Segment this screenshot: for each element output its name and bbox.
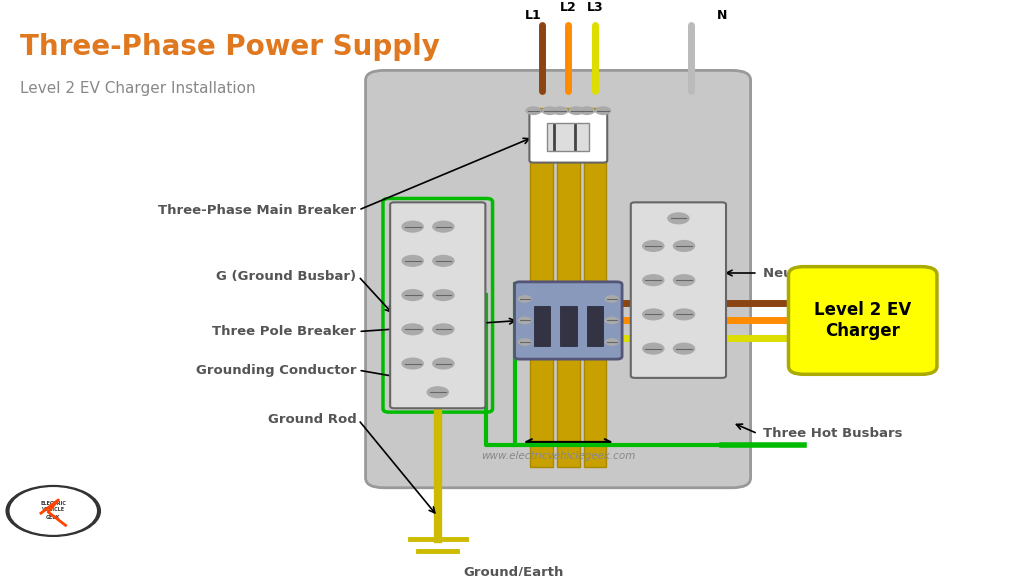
Circle shape	[642, 308, 665, 320]
FancyBboxPatch shape	[515, 282, 623, 359]
Circle shape	[401, 323, 424, 335]
Text: Three-Phase Power Supply: Three-Phase Power Supply	[20, 33, 440, 61]
Circle shape	[10, 488, 96, 534]
Text: Three-Phase Main Breaker: Three-Phase Main Breaker	[159, 203, 356, 217]
Bar	[560, 306, 577, 346]
Circle shape	[673, 308, 695, 320]
Circle shape	[604, 338, 618, 346]
Text: Three Hot Busbars: Three Hot Busbars	[763, 427, 902, 440]
Text: N: N	[717, 9, 727, 22]
Text: Three Pole Breaker: Three Pole Breaker	[212, 325, 356, 338]
Circle shape	[518, 338, 532, 346]
Text: L2: L2	[560, 1, 577, 14]
Bar	[587, 306, 603, 346]
Circle shape	[518, 295, 532, 303]
Circle shape	[432, 255, 455, 267]
FancyBboxPatch shape	[390, 202, 485, 408]
Circle shape	[595, 107, 611, 115]
Circle shape	[579, 107, 595, 115]
Text: ELECTRIC: ELECTRIC	[40, 501, 67, 506]
Text: G (Ground Busbar): G (Ground Busbar)	[216, 270, 356, 283]
Text: Ground Rod: Ground Rod	[267, 414, 356, 426]
Circle shape	[604, 295, 618, 303]
Text: Ground/Earth: Ground/Earth	[463, 565, 564, 576]
FancyBboxPatch shape	[529, 111, 607, 162]
Text: www.electricvehiclegeek.com: www.electricvehiclegeek.com	[481, 451, 635, 461]
Bar	[584, 108, 606, 467]
Circle shape	[642, 274, 665, 286]
Circle shape	[525, 107, 542, 115]
FancyBboxPatch shape	[631, 202, 726, 378]
Text: VEHICLE: VEHICLE	[42, 507, 65, 512]
Text: GEEK: GEEK	[46, 515, 60, 520]
Circle shape	[6, 486, 100, 536]
Circle shape	[432, 358, 455, 370]
Circle shape	[426, 386, 449, 399]
Text: Level 2 EV Charger Installation: Level 2 EV Charger Installation	[20, 81, 256, 96]
Circle shape	[401, 358, 424, 370]
Bar	[557, 108, 580, 467]
Bar	[534, 306, 550, 346]
Text: L3: L3	[587, 1, 603, 14]
Text: Neutral Busbar: Neutral Busbar	[763, 267, 877, 279]
Circle shape	[604, 317, 618, 324]
FancyBboxPatch shape	[788, 267, 937, 374]
Circle shape	[542, 107, 558, 115]
Circle shape	[568, 107, 585, 115]
Bar	[548, 123, 589, 151]
Circle shape	[668, 213, 690, 225]
Text: Grounding Conductor: Grounding Conductor	[196, 363, 356, 377]
Circle shape	[673, 240, 695, 252]
Text: L1: L1	[525, 9, 542, 22]
Circle shape	[401, 221, 424, 233]
Circle shape	[642, 343, 665, 355]
Circle shape	[401, 255, 424, 267]
Circle shape	[673, 343, 695, 355]
Circle shape	[673, 274, 695, 286]
Circle shape	[518, 317, 532, 324]
Text: Level 2 EV
Charger: Level 2 EV Charger	[814, 301, 911, 340]
Bar	[530, 108, 553, 467]
Circle shape	[552, 107, 568, 115]
FancyBboxPatch shape	[366, 70, 751, 488]
Circle shape	[432, 289, 455, 301]
Circle shape	[401, 289, 424, 301]
Circle shape	[432, 323, 455, 335]
Circle shape	[642, 240, 665, 252]
Circle shape	[432, 221, 455, 233]
